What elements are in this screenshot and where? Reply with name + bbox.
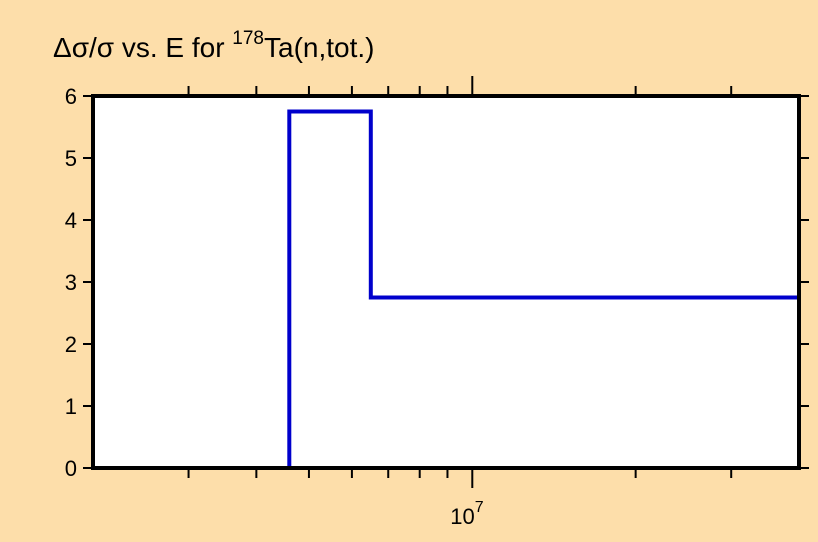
chart-title: Δσ/σ vs. E for 178Ta(n,tot.) bbox=[53, 28, 374, 63]
y-tick-label: 5 bbox=[65, 146, 77, 171]
y-tick-label: 2 bbox=[65, 332, 77, 357]
plot-frame bbox=[91, 94, 801, 470]
title-suffix: Ta(n,tot.) bbox=[264, 32, 374, 63]
x-tick-label-base: 10 bbox=[450, 504, 474, 529]
title-superscript: 178 bbox=[232, 28, 264, 49]
y-tick-label: 3 bbox=[65, 270, 77, 295]
title-prefix: Δσ/σ vs. E for bbox=[53, 32, 232, 63]
x-tick-label-exponent: 7 bbox=[475, 499, 484, 516]
x-tick-label: 107 bbox=[450, 499, 483, 529]
y-tick-label: 1 bbox=[65, 394, 77, 419]
y-tick-label: 6 bbox=[65, 84, 77, 109]
y-tick-label: 0 bbox=[65, 456, 77, 481]
plot-area bbox=[93, 96, 799, 468]
y-tick-label: 4 bbox=[65, 208, 77, 233]
